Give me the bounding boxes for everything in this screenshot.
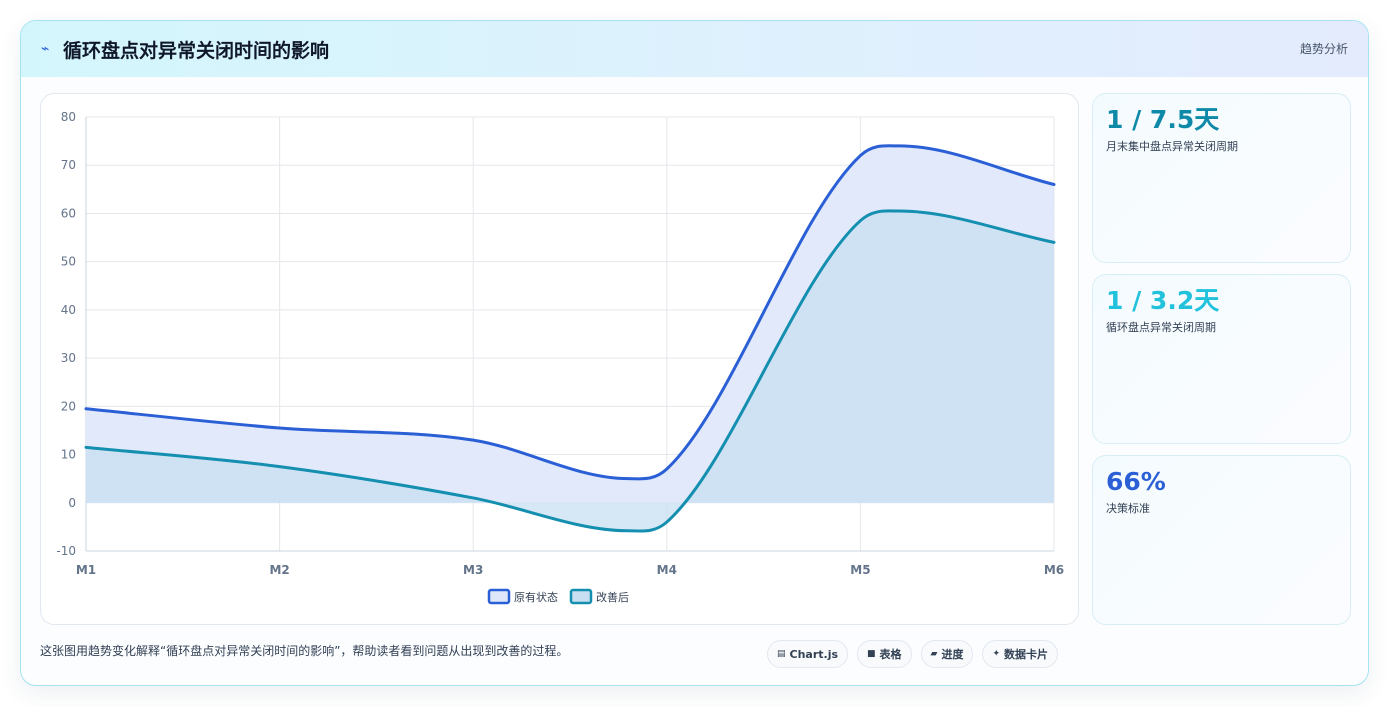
y-tick-label: -10 <box>56 544 76 558</box>
stat-label: 循环盘点异常关闭周期 <box>1106 321 1216 334</box>
chip-chartjs[interactable]: ▤ Chart.js <box>767 640 849 668</box>
area-chart: -10 0 10 20 30 40 50 60 70 80 M1 M2 M3 M4 M5 M6 原有状态 改善后 <box>56 110 1064 605</box>
stat-value: 1 / 7.5天 <box>1106 105 1220 134</box>
chip-progress[interactable]: ▰ 进度 <box>920 640 974 668</box>
chart-description: 这张图用趋势变化解释“循环盘点对异常关闭时间的影响”，帮助读者看到问题从出现到改… <box>40 644 569 658</box>
stat-card-decision: 66% 决策标准 <box>1092 455 1351 625</box>
y-tick-label: 70 <box>61 158 76 172</box>
table-icon: ■ <box>867 649 876 659</box>
x-tick-label: M4 <box>657 563 677 577</box>
page-title: 循环盘点对异常关闭时间的影响 <box>63 39 330 62</box>
progress-icon: ▰ <box>930 649 938 659</box>
y-tick-label: 40 <box>61 303 76 317</box>
x-tick-label: M3 <box>463 563 483 577</box>
legend-label: 改善后 <box>596 590 629 604</box>
card-header: ⌁ 循环盘点对异常关闭时间的影响 趋势分析 <box>21 21 1368 77</box>
stat-value: 66% <box>1106 467 1166 496</box>
x-tick-label: M2 <box>269 563 289 577</box>
stat-value: 1 / 3.2天 <box>1106 286 1220 315</box>
chip-data-card[interactable]: ✦ 数据卡片 <box>982 640 1059 668</box>
y-tick-label: 10 <box>61 448 76 462</box>
trend-analysis-tag: 趋势分析 <box>1299 42 1348 56</box>
stat-label: 决策标准 <box>1106 502 1150 515</box>
chip-label: 数据卡片 <box>1004 648 1049 661</box>
chip-label: Chart.js <box>789 647 839 661</box>
trend-icon: ⌁ <box>41 41 50 57</box>
legend-label: 原有状态 <box>514 590 558 604</box>
y-tick-label: 30 <box>61 351 76 365</box>
chart-icon: ▤ <box>777 649 786 659</box>
y-tick-label: 20 <box>61 399 76 413</box>
y-tick-label: 50 <box>61 255 76 269</box>
y-tick-label: 80 <box>61 110 76 124</box>
stat-card-cycle-count: 1 / 3.2天 循环盘点异常关闭周期 <box>1092 274 1351 444</box>
x-tick-label: M6 <box>1044 563 1064 577</box>
legend-swatch <box>487 588 511 605</box>
chip-label: 表格 <box>879 648 902 661</box>
stat-label: 月末集中盘点异常关闭周期 <box>1106 140 1238 153</box>
stat-card-month-end: 1 / 7.5天 月末集中盘点异常关闭周期 <box>1092 93 1351 263</box>
y-tick-label: 0 <box>68 496 76 510</box>
chart-panel: -10 0 10 20 30 40 50 60 70 80 M1 M2 M3 M4 M5 M6 原有状态 改善后 <box>40 93 1079 625</box>
chip-group: ▤ Chart.js ■ 表格 ▰ 进度 ✦ 数据卡片 <box>767 640 1059 668</box>
chart-card: ⌁ 循环盘点对异常关闭时间的影响 趋势分析 -10 0 10 20 30 40 50 60 70… <box>20 20 1369 686</box>
series-line-1 <box>84 209 1056 533</box>
series-line-0 <box>84 144 1056 481</box>
series-area-1 <box>86 210 1054 532</box>
y-tick-label: 60 <box>61 206 76 220</box>
sparkle-icon: ✦ <box>992 649 1001 659</box>
x-tick-label: M1 <box>76 563 96 577</box>
chip-table[interactable]: ■ 表格 <box>857 640 912 668</box>
chip-label: 进度 <box>941 648 964 661</box>
x-tick-label: M5 <box>850 563 870 577</box>
legend-swatch <box>569 588 593 605</box>
